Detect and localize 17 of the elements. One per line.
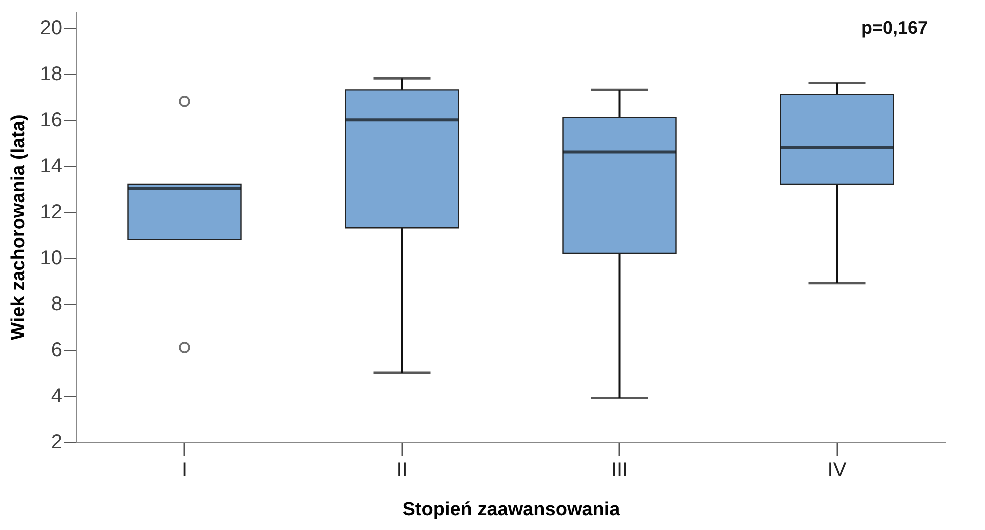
- y-tick-label: 20: [40, 18, 62, 40]
- y-tick-label: 6: [51, 340, 62, 362]
- y-tick-label: 18: [40, 64, 62, 86]
- x-axis-title: Stopień zaawansowania: [402, 500, 621, 520]
- x-tick-label: IV: [828, 460, 848, 482]
- annotation: p=0,167: [861, 18, 928, 38]
- y-tick-label: 10: [40, 248, 62, 270]
- y-tick-label: 4: [51, 386, 62, 408]
- y-tick-label: 8: [51, 294, 62, 316]
- y-tick-label: 14: [40, 156, 62, 178]
- y-axis-title: Wiek zachorowania (lata): [8, 114, 30, 340]
- y-tick-label: 16: [40, 110, 62, 132]
- x-tick-label: I: [182, 460, 188, 482]
- x-tick-label: II: [396, 460, 408, 482]
- x-tick-label: III: [611, 460, 628, 482]
- y-tick-label: 2: [51, 432, 62, 454]
- y-tick-label: 12: [40, 202, 62, 224]
